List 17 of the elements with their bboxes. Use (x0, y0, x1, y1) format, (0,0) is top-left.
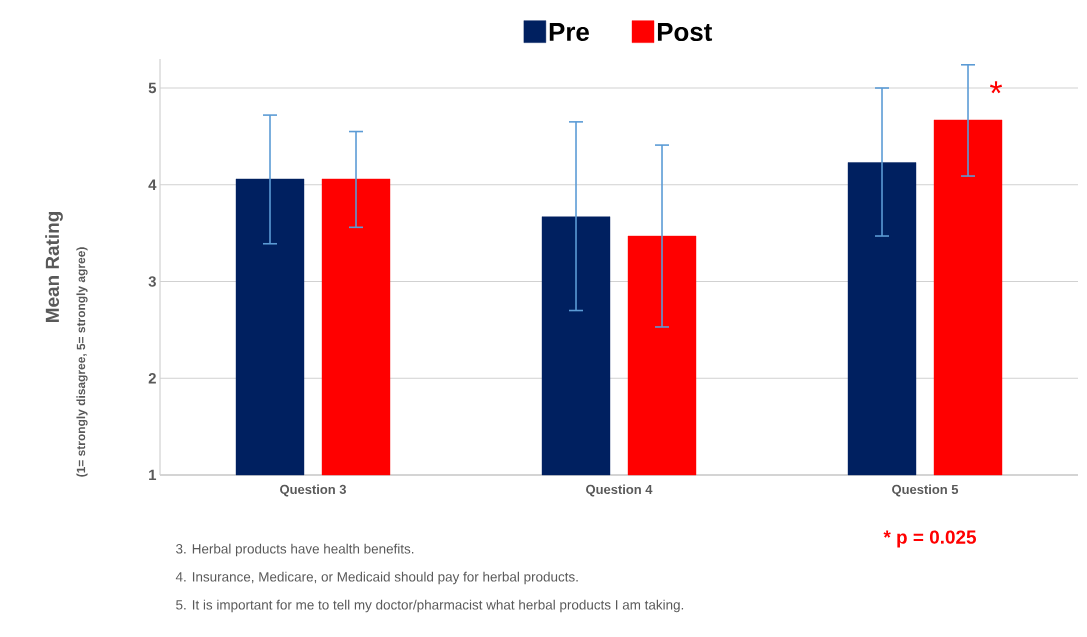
text: 5. It is important for me to tell my doctor/pharmacist what herbal products I am taking. (176, 599, 684, 613)
text: * p = 0.025 (883, 530, 977, 548)
x-tick-label: Question 5 (892, 484, 959, 497)
text: 4. Insurance, Medicare, or Medicaid should pay for herbal products. (175, 571, 578, 585)
y-axis-title: Mean Rating (45, 212, 63, 322)
y-tick-label: 3 (148, 276, 156, 287)
y-tick-label: 2 (148, 373, 156, 384)
x-tick-label: Question 3 (280, 484, 346, 497)
text: 3. Herbal products have health benefits. (176, 543, 414, 557)
annotation: * (989, 81, 1003, 94)
y-tick-label: 4 (148, 179, 157, 190)
y-tick-label: 5 (148, 82, 157, 94)
text: (1= strongly disagree, 5= strongly agree) (76, 247, 88, 477)
legend-label: Pre (549, 23, 589, 42)
legend-label: Post (657, 23, 713, 42)
y-tick-label: 1 (149, 469, 157, 481)
x-tick-label: Question 4 (586, 484, 653, 497)
